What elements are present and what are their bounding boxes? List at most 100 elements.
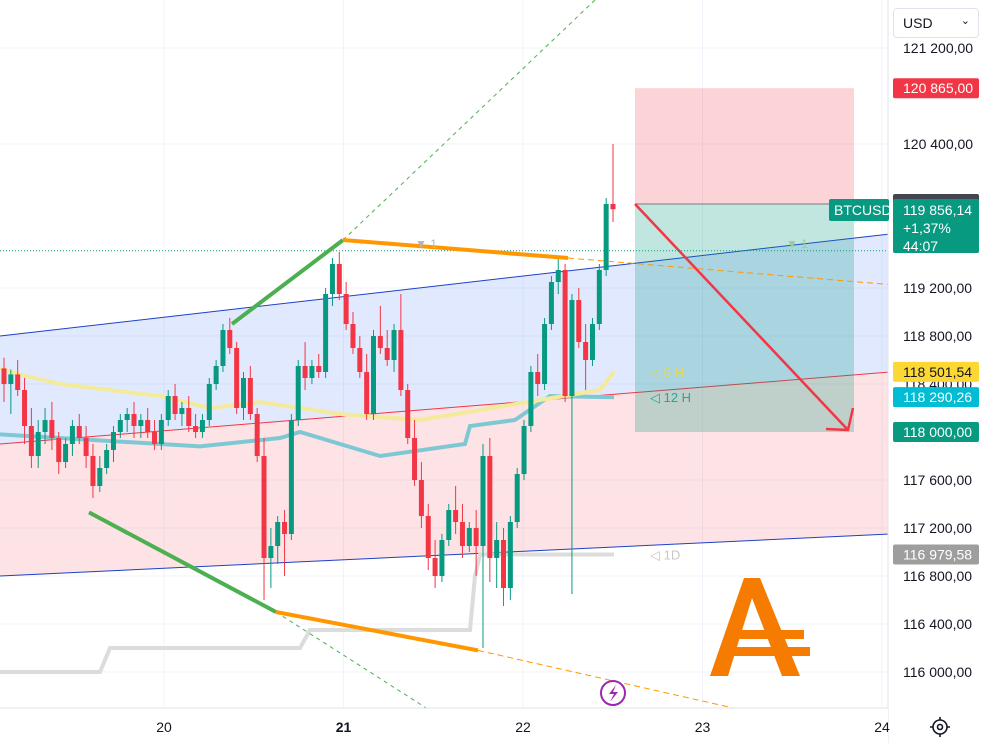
- candle-body: [596, 270, 602, 324]
- last-price-tag: [893, 199, 979, 253]
- candle-body: [124, 414, 130, 420]
- stop-zone: [635, 88, 854, 204]
- candle-body: [90, 456, 96, 486]
- candle-body: [569, 300, 575, 396]
- candle-body: [49, 420, 55, 438]
- time-tick-label: 20: [156, 719, 172, 735]
- candle-body: [295, 366, 301, 420]
- currency-select[interactable]: USD ⌄: [893, 8, 979, 38]
- candle-body: [514, 474, 520, 522]
- candle-body: [371, 336, 377, 414]
- candle-body: [466, 528, 472, 546]
- candle-body: [391, 330, 397, 360]
- candle-body: [193, 426, 199, 432]
- candle-body: [446, 510, 452, 540]
- candle-body: [494, 540, 500, 558]
- candle-body: [268, 546, 274, 558]
- candle-body: [76, 426, 82, 438]
- candle-body: [275, 522, 281, 546]
- candle-body: [501, 540, 507, 588]
- countdown-label: 44:07: [903, 238, 938, 254]
- time-tick-label: 23: [695, 719, 711, 735]
- candle-body: [555, 270, 561, 282]
- candle-body: [329, 264, 335, 294]
- candle-body: [165, 396, 171, 420]
- candle-body: [172, 396, 178, 414]
- candle-body: [28, 426, 34, 456]
- marker-label: ▼ 1: [786, 237, 808, 251]
- candle-body: [83, 438, 89, 456]
- candle-body: [323, 294, 329, 372]
- candle-body: [425, 516, 431, 558]
- candle-body: [603, 204, 609, 270]
- marker-label: ▼ 1: [415, 237, 437, 251]
- candle-body: [535, 372, 541, 384]
- price-tag-label: 118 501,54: [903, 364, 972, 380]
- candle-body: [589, 324, 595, 360]
- price-axis[interactable]: 121 200,00 120 400,00 119 200,00 118 800,00…: [829, 0, 986, 743]
- price-tick-label: 117 200,00: [903, 520, 972, 536]
- candle-body: [542, 324, 548, 384]
- candle-body: [521, 426, 527, 474]
- candle-body: [576, 300, 582, 342]
- short-position-tool[interactable]: [634, 88, 855, 432]
- candle-body: [336, 264, 342, 294]
- candle-body: [1, 368, 7, 384]
- price-tick-label: 116 400,00: [903, 616, 972, 632]
- candle-body: [35, 432, 41, 456]
- chevron-down-icon: ⌄: [960, 15, 970, 27]
- candle-body: [316, 366, 322, 372]
- gear-icon[interactable]: [928, 715, 952, 739]
- candle-body: [56, 438, 62, 462]
- symbol-tag: [829, 199, 889, 221]
- candle-body: [364, 372, 370, 414]
- candle-body: [42, 420, 48, 432]
- price-tag: [893, 422, 979, 442]
- candle-body: [405, 390, 411, 438]
- price-tick-label: 119 200,00: [903, 280, 972, 296]
- channel-upper-fill: [0, 234, 890, 444]
- price-tick-label: 121 200,00: [903, 40, 973, 56]
- candle-body: [473, 528, 479, 546]
- time-tick-label: 22: [515, 719, 531, 735]
- level-label: ◁ 6 H: [650, 365, 684, 380]
- candle-body: [158, 420, 164, 444]
- candle-body: [398, 330, 404, 390]
- price-tick-label: 120 400,00: [903, 136, 973, 152]
- candle-body: [240, 378, 246, 408]
- candle-body: [186, 408, 192, 426]
- level-label: ◁ 1D: [650, 547, 680, 562]
- price-tick-label: 117 600,00: [903, 472, 972, 488]
- candle-body: [206, 384, 212, 420]
- candle-body: [302, 366, 308, 378]
- candle-body: [288, 420, 294, 534]
- candle-body: [234, 348, 240, 408]
- candle-body: [480, 456, 486, 546]
- channel-lower-fill: [0, 372, 890, 576]
- symbol-label: BTCUSD: [834, 202, 892, 218]
- grid-lines: [0, 0, 888, 708]
- price-tag-label: 116 979,58: [903, 546, 972, 562]
- green-leg-up: [230, 238, 345, 326]
- candle-body: [282, 522, 288, 534]
- projection-arrow: [634, 203, 849, 431]
- candle-body: [439, 540, 445, 576]
- price-tick-label: 118 800,00: [903, 328, 972, 344]
- candle-body: [357, 348, 363, 372]
- candle-body: [459, 522, 465, 546]
- candle-body: [309, 366, 315, 378]
- candle-body: [254, 414, 260, 456]
- candle-body: [131, 414, 137, 426]
- replay-icon[interactable]: [600, 680, 626, 706]
- orange-top-line: [342, 238, 569, 260]
- overlay-labels: ◁ 6 H ◁ 12 H ◁ 1D ▼ 1 ▼ 1: [415, 237, 808, 562]
- candle-body: [562, 270, 568, 396]
- time-axis[interactable]: 20 21 22 23 24: [0, 707, 890, 743]
- level-1d-line: [0, 552, 614, 674]
- candle-body: [138, 420, 144, 426]
- candle-body: [227, 330, 233, 348]
- candle-body: [487, 456, 493, 558]
- candle-body: [261, 456, 267, 558]
